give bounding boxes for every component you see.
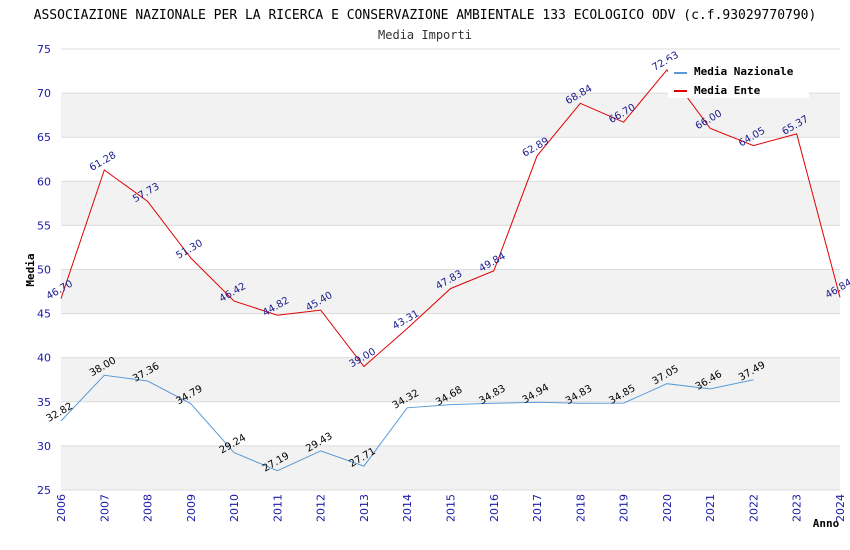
x-tick-label: 2017 — [531, 494, 544, 522]
y-tick-label: 55 — [37, 219, 51, 232]
y-tick-label: 60 — [37, 175, 51, 188]
y-tick-label: 50 — [37, 264, 51, 277]
grid-band — [61, 181, 840, 226]
x-axis-label: Anno — [813, 517, 840, 530]
y-tick-label: 45 — [37, 308, 51, 321]
x-tick-label: 2007 — [98, 494, 111, 522]
x-tick-label: 2008 — [142, 494, 155, 522]
y-tick-label: 30 — [37, 440, 51, 453]
legend-label-media-ente: Media Ente — [694, 84, 761, 97]
grid-band — [61, 225, 840, 270]
series-line-media-nazionale — [60, 374, 754, 472]
x-tick-label: 2019 — [618, 494, 631, 522]
series-lines — [60, 69, 841, 472]
legend-background — [668, 60, 809, 98]
x-axis-ticks: 2006 2007 2008 2009 2010 2011 2012 2013 2014 2015… — [55, 494, 847, 522]
y-tick-label: 70 — [37, 87, 51, 100]
grid-band — [61, 357, 840, 402]
grid-band — [61, 269, 840, 314]
x-tick-label: 2022 — [747, 494, 760, 522]
y-tick-label: 40 — [37, 352, 51, 365]
x-tick-label: 2011 — [271, 494, 284, 522]
y-axis-label: Media — [24, 253, 37, 286]
series-line-media-ente — [60, 69, 841, 368]
x-tick-label: 2013 — [358, 494, 371, 522]
y-tick-label: 35 — [37, 396, 51, 409]
grid-band — [61, 93, 840, 138]
grid-band — [61, 137, 840, 182]
x-tick-label: 2014 — [401, 494, 414, 522]
grid-band — [61, 401, 840, 446]
chart-title: ASSOCIAZIONE NAZIONALE PER LA RICERCA E … — [34, 8, 817, 23]
x-tick-label: 2018 — [574, 494, 587, 522]
x-tick-label: 2024 — [834, 494, 847, 522]
legend: Media Nazionale Media Ente — [668, 60, 809, 98]
x-tick-label: 2010 — [228, 494, 241, 522]
grid-band — [61, 313, 840, 358]
grid-band — [61, 445, 840, 490]
x-tick-label: 2020 — [661, 494, 674, 522]
legend-label-media-nazionale: Media Nazionale — [694, 65, 794, 78]
y-axis-ticks: 25 30 35 40 45 50 55 60 65 70 75 — [37, 43, 51, 497]
y-tick-label: 65 — [37, 131, 51, 144]
grid-bands — [61, 49, 840, 490]
x-tick-label: 2012 — [315, 494, 328, 522]
x-tick-label: 2006 — [55, 494, 68, 522]
chart-subtitle: Media Importi — [378, 28, 472, 42]
y-tick-label: 75 — [37, 43, 51, 56]
x-tick-label: 2023 — [791, 494, 804, 522]
x-tick-label: 2015 — [445, 494, 458, 522]
x-tick-label: 2016 — [488, 494, 501, 522]
y-tick-label: 25 — [37, 484, 51, 497]
x-tick-label: 2021 — [704, 494, 717, 522]
grid-lines — [61, 48, 840, 491]
x-tick-label: 2009 — [185, 494, 198, 522]
